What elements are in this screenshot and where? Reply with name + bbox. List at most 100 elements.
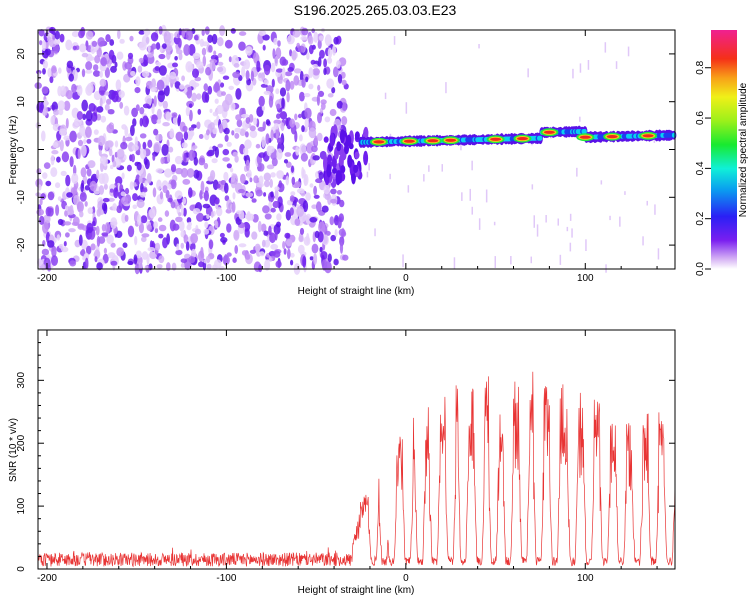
noise-blob bbox=[319, 246, 323, 253]
noise-blob bbox=[36, 70, 42, 75]
noise-blob bbox=[57, 218, 64, 226]
noise-blob bbox=[153, 95, 157, 107]
noise-blob bbox=[50, 115, 55, 125]
noise-blob bbox=[85, 110, 93, 122]
noise-blob bbox=[238, 188, 245, 194]
noise-blob bbox=[171, 262, 177, 271]
noise-blob bbox=[289, 195, 295, 202]
noise-blob bbox=[65, 174, 71, 187]
peak-core bbox=[606, 135, 618, 139]
noise-blob bbox=[190, 233, 199, 244]
noise-blob bbox=[78, 234, 83, 246]
noise-blob bbox=[304, 107, 312, 119]
noise-blob bbox=[268, 95, 274, 108]
noise-blob bbox=[264, 180, 270, 188]
noise-blob bbox=[160, 157, 165, 165]
noise-blob bbox=[52, 141, 59, 148]
noise-blob bbox=[299, 134, 303, 142]
noise-blob bbox=[65, 118, 69, 129]
noise-blob bbox=[307, 35, 314, 45]
noise-blob bbox=[162, 185, 168, 194]
noise-blob bbox=[146, 224, 153, 232]
onset-blob bbox=[338, 154, 344, 167]
noise-blob bbox=[249, 125, 256, 132]
noise-blob bbox=[188, 103, 193, 108]
spectrogram-x-axis-title: Height of straight line (km) bbox=[298, 286, 415, 297]
noise-blob bbox=[162, 237, 168, 249]
noise-blob bbox=[147, 45, 151, 53]
noise-blob bbox=[230, 176, 237, 189]
faint-streak bbox=[510, 256, 512, 265]
noise-blob bbox=[233, 230, 239, 240]
noise-blob bbox=[135, 104, 140, 112]
faint-streak bbox=[402, 254, 404, 268]
noise-blob bbox=[162, 122, 170, 127]
noise-blob bbox=[240, 173, 246, 184]
noise-blob bbox=[177, 114, 182, 124]
noise-blob bbox=[207, 34, 214, 43]
noise-blob bbox=[263, 90, 271, 95]
noise-blob bbox=[342, 254, 349, 261]
noise-blob bbox=[275, 260, 282, 268]
noise-blob bbox=[90, 243, 96, 251]
noise-blob bbox=[132, 204, 138, 210]
onset-blob bbox=[337, 170, 342, 184]
noise-blob bbox=[136, 214, 142, 226]
noise-blob bbox=[212, 111, 218, 117]
noise-blob bbox=[84, 201, 88, 207]
noise-blob bbox=[337, 217, 342, 229]
noise-blob bbox=[231, 201, 236, 213]
noise-blob bbox=[206, 151, 213, 157]
noise-blob bbox=[317, 132, 323, 142]
noise-blob bbox=[193, 156, 198, 166]
noise-blob bbox=[110, 242, 116, 248]
faint-streak bbox=[557, 218, 559, 226]
noise-blob bbox=[51, 65, 57, 74]
noise-blob bbox=[330, 234, 337, 242]
noise-blob bbox=[196, 93, 202, 100]
noise-blob bbox=[123, 105, 130, 116]
noise-blob bbox=[172, 62, 178, 68]
faint-streak bbox=[579, 116, 581, 122]
noise-blob bbox=[182, 197, 187, 205]
noise-blob bbox=[189, 242, 196, 252]
noise-blob bbox=[42, 60, 49, 69]
noise-blob bbox=[250, 70, 254, 82]
noise-blob bbox=[169, 71, 177, 80]
noise-blob bbox=[222, 119, 228, 130]
spectrogram-x-tick-label: 100 bbox=[577, 273, 594, 284]
noise-blob bbox=[151, 103, 155, 115]
noise-blob bbox=[147, 247, 156, 252]
noise-blob bbox=[258, 251, 265, 257]
noise-blob bbox=[183, 234, 189, 244]
noise-blob bbox=[143, 54, 148, 66]
noise-blob bbox=[198, 134, 204, 139]
noise-blob bbox=[217, 143, 224, 148]
noise-blob bbox=[201, 47, 207, 56]
noise-blob bbox=[170, 164, 177, 173]
noise-blob bbox=[103, 203, 108, 215]
noise-blob bbox=[263, 230, 269, 236]
colorbar: 0.0 0.2 0.4 0.6 0.8 Normalized spectral ampl… bbox=[695, 30, 749, 276]
noise-blob bbox=[60, 170, 67, 177]
snr-y-axis-title: SNR (10 * v/v) bbox=[8, 418, 19, 482]
noise-blob bbox=[189, 130, 195, 137]
noise-blob bbox=[217, 37, 224, 47]
faint-streak bbox=[428, 165, 430, 172]
noise-blob bbox=[91, 220, 96, 227]
noise-blob bbox=[245, 70, 250, 81]
noise-blob bbox=[232, 257, 237, 264]
noise-blob bbox=[270, 243, 279, 250]
noise-blob bbox=[274, 189, 279, 200]
noise-blob bbox=[290, 165, 295, 173]
spectrogram-x-tick-label: -200 bbox=[37, 273, 57, 284]
noise-blob bbox=[144, 180, 148, 187]
noise-blob bbox=[313, 253, 318, 265]
faint-streak bbox=[566, 226, 569, 232]
noise-blob bbox=[323, 67, 327, 76]
noise-blob bbox=[282, 241, 286, 250]
faint-streak bbox=[530, 256, 532, 264]
noise-blob bbox=[166, 152, 171, 163]
noise-blob bbox=[164, 168, 173, 178]
